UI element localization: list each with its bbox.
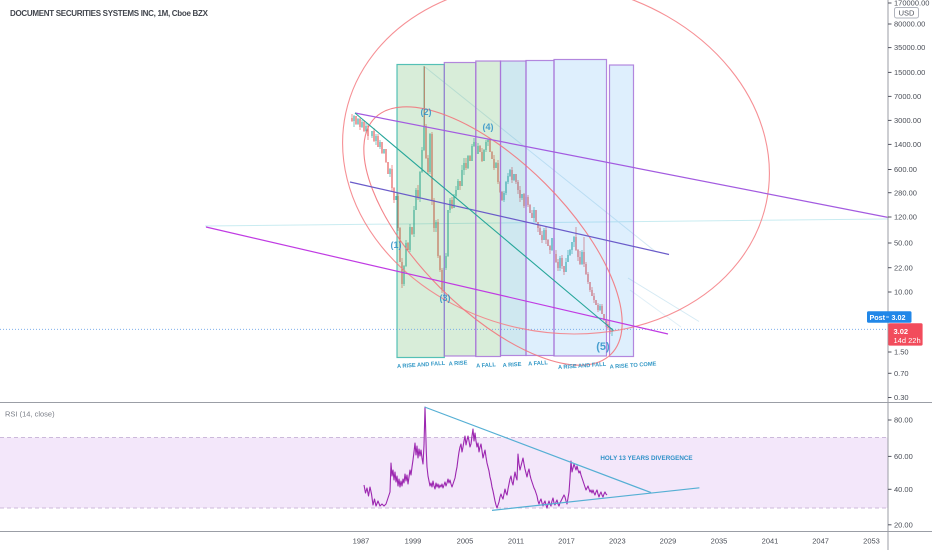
svg-text:A RISE AND FALL: A RISE AND FALL xyxy=(397,361,446,370)
svg-text:1400.00: 1400.00 xyxy=(894,140,921,149)
svg-text:20.00: 20.00 xyxy=(894,520,913,529)
svg-text:A FALL: A FALL xyxy=(528,360,549,367)
svg-text:80000.00: 80000.00 xyxy=(894,20,925,29)
svg-text:7000.00: 7000.00 xyxy=(894,92,921,101)
svg-text:A RISE TO COME: A RISE TO COME xyxy=(610,361,657,370)
svg-text:50.00: 50.00 xyxy=(894,239,913,248)
svg-text:2053: 2053 xyxy=(863,537,880,546)
svg-text:22.00: 22.00 xyxy=(894,263,913,272)
svg-text:0.30: 0.30 xyxy=(894,393,909,402)
svg-text:280.00: 280.00 xyxy=(894,188,917,197)
svg-text:40.00: 40.00 xyxy=(894,485,913,494)
svg-text:(4): (4) xyxy=(483,122,494,132)
svg-text:170000.00: 170000.00 xyxy=(894,0,929,8)
svg-text:2029: 2029 xyxy=(660,537,677,546)
svg-text:1.50: 1.50 xyxy=(894,348,909,357)
svg-text:0.70: 0.70 xyxy=(894,369,909,378)
svg-text:DOCUMENT SECURITIES SYSTEMS IN: DOCUMENT SECURITIES SYSTEMS INC, 1M, Cbo… xyxy=(10,9,209,18)
svg-text:14d 22h: 14d 22h xyxy=(894,336,921,345)
svg-text:35000.00: 35000.00 xyxy=(894,43,925,52)
svg-text:1999: 1999 xyxy=(405,537,422,546)
svg-text:2017: 2017 xyxy=(558,537,575,546)
svg-text:3.02: 3.02 xyxy=(892,313,906,322)
svg-text:(5): (5) xyxy=(596,341,610,353)
svg-text:120.00: 120.00 xyxy=(894,213,917,222)
svg-text:(1): (1) xyxy=(391,240,402,250)
svg-text:RSI (14, close): RSI (14, close) xyxy=(5,410,55,419)
svg-text:2011: 2011 xyxy=(508,537,524,546)
svg-text:2041: 2041 xyxy=(762,537,779,546)
svg-text:A FALL: A FALL xyxy=(476,362,497,369)
svg-text:2023: 2023 xyxy=(609,537,626,546)
svg-text:A RISE: A RISE xyxy=(503,362,522,369)
svg-text:HOLY 13 YEARS DIVERGENCE: HOLY 13 YEARS DIVERGENCE xyxy=(600,455,692,462)
svg-text:80.00: 80.00 xyxy=(894,416,913,425)
svg-text:2047: 2047 xyxy=(812,537,829,546)
svg-text:15000.00: 15000.00 xyxy=(894,68,925,77)
svg-text:10.00: 10.00 xyxy=(894,288,913,297)
svg-text:1987: 1987 xyxy=(353,537,370,546)
svg-text:(3): (3) xyxy=(440,293,451,303)
svg-text:Post: Post xyxy=(870,313,886,322)
svg-text:A RISE AND FALL: A RISE AND FALL xyxy=(558,362,607,371)
svg-text:2005: 2005 xyxy=(457,537,474,546)
svg-text:600.00: 600.00 xyxy=(894,165,917,174)
svg-text:A RISE: A RISE xyxy=(449,360,468,367)
svg-text:2035: 2035 xyxy=(711,537,728,546)
svg-text:3.02: 3.02 xyxy=(894,327,909,336)
svg-text:60.00: 60.00 xyxy=(894,452,913,461)
svg-text:(2): (2) xyxy=(421,107,432,117)
svg-text:USD: USD xyxy=(899,8,915,17)
svg-text:3000.00: 3000.00 xyxy=(894,116,921,125)
